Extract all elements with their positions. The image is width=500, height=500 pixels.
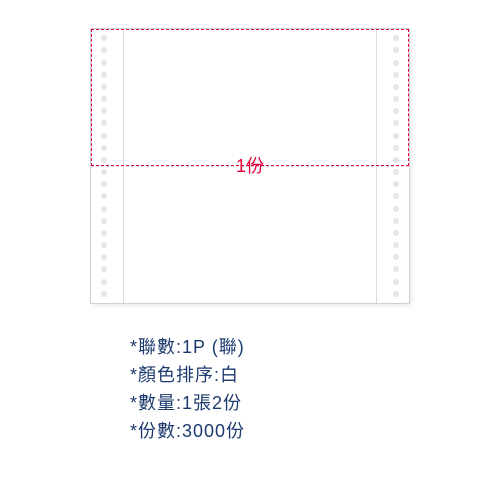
tractor-hole xyxy=(101,242,107,248)
tractor-hole xyxy=(101,279,107,285)
spec-label: *數量: xyxy=(130,393,182,413)
tractor-hole xyxy=(101,193,107,199)
tractor-hole xyxy=(101,230,107,236)
tractor-hole xyxy=(101,145,107,151)
spec-row: *聯數:1P (聯) xyxy=(130,334,245,362)
tractor-hole xyxy=(101,84,107,90)
tractor-hole xyxy=(393,193,399,199)
tractor-hole xyxy=(101,218,107,224)
mid-perforation xyxy=(91,166,409,167)
tractor-hole xyxy=(393,96,399,102)
spec-value: 白 xyxy=(220,365,239,385)
tractor-hole xyxy=(101,266,107,272)
tractor-hole xyxy=(101,169,107,175)
tractor-hole xyxy=(393,60,399,66)
spec-row: *顏色排序:白 xyxy=(130,362,245,390)
tractor-hole xyxy=(393,108,399,114)
spec-row: *數量:1張2份 xyxy=(130,390,245,418)
tractor-hole xyxy=(101,60,107,66)
tractor-hole xyxy=(393,120,399,126)
tractor-hole xyxy=(101,254,107,260)
spec-label: *份數: xyxy=(130,421,182,441)
tractor-hole xyxy=(393,145,399,151)
highlight-label: 1份 xyxy=(236,152,264,178)
spec-label: *顏色排序: xyxy=(130,365,220,385)
spec-row: *份數:3000份 xyxy=(130,418,245,446)
tractor-hole xyxy=(101,96,107,102)
tractor-hole xyxy=(393,291,399,297)
tractor-hole xyxy=(393,266,399,272)
tractor-hole xyxy=(393,169,399,175)
tractor-hole xyxy=(393,47,399,53)
tractor-hole xyxy=(101,181,107,187)
tractor-hole xyxy=(101,108,107,114)
highlight-box: 1份 xyxy=(91,29,409,166)
tractor-hole xyxy=(393,157,399,163)
continuous-paper: 1份 xyxy=(90,28,410,304)
spec-list: *聯數:1P (聯)*顏色排序:白*數量:1張2份*份數:3000份 xyxy=(130,334,245,446)
tractor-hole xyxy=(393,35,399,41)
tractor-hole xyxy=(393,72,399,78)
tractor-hole xyxy=(101,120,107,126)
tractor-hole xyxy=(393,242,399,248)
spec-label: *聯數: xyxy=(130,337,182,357)
tractor-hole xyxy=(101,133,107,139)
tractor-hole xyxy=(393,181,399,187)
tractor-hole xyxy=(393,84,399,90)
tractor-hole xyxy=(101,47,107,53)
tractor-hole xyxy=(393,279,399,285)
tractor-hole xyxy=(101,291,107,297)
tractor-hole xyxy=(101,206,107,212)
spec-value: 1張2份 xyxy=(182,393,242,413)
tractor-hole xyxy=(393,218,399,224)
tractor-hole xyxy=(393,254,399,260)
spec-value: 1P (聯) xyxy=(182,337,245,357)
tractor-hole xyxy=(101,35,107,41)
tractor-hole xyxy=(101,72,107,78)
tractor-hole xyxy=(393,230,399,236)
tractor-hole xyxy=(101,157,107,163)
tractor-hole xyxy=(393,206,399,212)
tractor-hole xyxy=(393,133,399,139)
spec-value: 3000份 xyxy=(182,421,245,441)
